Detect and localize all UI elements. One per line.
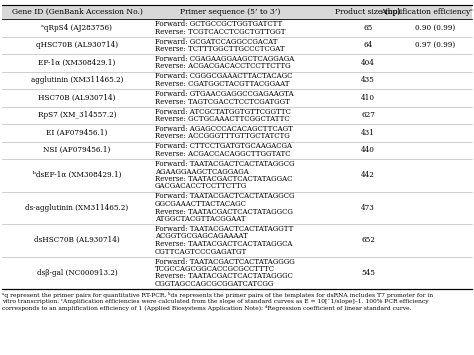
Text: 404: 404 <box>361 59 375 67</box>
Text: Forward: TAATACGACTCACTATAGGGG: Forward: TAATACGACTCACTATAGGGG <box>155 257 295 266</box>
Text: AGAAGGAAGCTCAGGAGA: AGAAGGAAGCTCAGGAGA <box>155 168 249 175</box>
Text: Forward: CGGGCGAAACTTACTACAGC: Forward: CGGGCGAAACTTACTACAGC <box>155 72 292 81</box>
Text: TCGCCAGCGGCACCGCGCCTTTC: TCGCCAGCGGCACCGCGCCTTTC <box>155 265 275 273</box>
Text: 64: 64 <box>364 41 373 49</box>
Text: ds-agglutinin (XM311465.2): ds-agglutinin (XM311465.2) <box>26 204 128 212</box>
Text: vitro transcription. ᶜAmplification efficiencies were calculated from the slope : vitro transcription. ᶜAmplification effi… <box>2 299 428 304</box>
Text: Forward: CTTCCTGATGTGCAAGACGA: Forward: CTTCCTGATGTGCAAGACGA <box>155 142 292 151</box>
Text: ᵇdsEF-1α (XM308429.1): ᵇdsEF-1α (XM308429.1) <box>33 171 121 179</box>
Text: Reverse: TAATACGACTCACTATAGGGC: Reverse: TAATACGACTCACTATAGGGC <box>155 273 293 280</box>
Text: CGTTCAGTCCCGAGATGT: CGTTCAGTCCCGAGATGT <box>155 247 247 256</box>
Text: Reverse: TAATACGACTCACTATAGGAC: Reverse: TAATACGACTCACTATAGGAC <box>155 175 292 183</box>
Text: 652: 652 <box>361 236 375 244</box>
Text: Forward: AGAGCCCACACAGCTTCAGT: Forward: AGAGCCCACACAGCTTCAGT <box>155 125 293 133</box>
Text: HSC70B (AL930714): HSC70B (AL930714) <box>38 94 116 102</box>
Text: GACGACACCTCCTTCTTG: GACGACACCTCCTTCTTG <box>155 182 247 191</box>
Text: 65: 65 <box>364 24 373 32</box>
Text: 440: 440 <box>361 146 375 154</box>
Text: dsHSC70B (AL930714): dsHSC70B (AL930714) <box>34 236 120 244</box>
Text: Reverse: GCTGCAAACTTCGGCTATTC: Reverse: GCTGCAAACTTCGGCTATTC <box>155 115 290 123</box>
Text: Amplification efficiencyᶜ (Rᵈ): Amplification efficiencyᶜ (Rᵈ) <box>380 8 474 16</box>
Text: 473: 473 <box>361 204 375 212</box>
Text: 545: 545 <box>361 269 375 277</box>
Text: Reverse: ACCGGGTTTGTTGCTATCTG: Reverse: ACCGGGTTTGTTGCTATCTG <box>155 132 290 141</box>
Text: Forward: TAATACGACTCACTATAGGCG: Forward: TAATACGACTCACTATAGGCG <box>155 192 294 201</box>
Text: GGCGAAACTTACTACAGC: GGCGAAACTTACTACAGC <box>155 200 247 208</box>
Text: Forward: ATCGCTATGGTGTTCGGTTC: Forward: ATCGCTATGGTGTTCGGTTC <box>155 108 291 115</box>
Bar <box>2 5 472 19</box>
Text: Forward: GTGAACGAGGCCGAGAAGTA: Forward: GTGAACGAGGCCGAGAAGTA <box>155 90 293 98</box>
Text: agglutinin (XM311465.2): agglutinin (XM311465.2) <box>31 76 123 84</box>
Text: Reverse: CGATGGCTACGTTACGGAAT: Reverse: CGATGGCTACGTTACGGAAT <box>155 80 290 88</box>
Text: ᵃqRpS4 (AJ283756): ᵃqRpS4 (AJ283756) <box>42 24 112 32</box>
Text: ACGGTGCGAGCAGAAAAT: ACGGTGCGAGCAGAAAAT <box>155 233 248 240</box>
Text: Primer sequence (5’ to 3’): Primer sequence (5’ to 3’) <box>180 8 280 16</box>
Text: ᵃq represent the primer pairs for quantitative RT-PCR, ᵇds represents the primer: ᵃq represent the primer pairs for quanti… <box>2 292 433 298</box>
Text: Reverse: ACGACGACACCTCCTTCTTG: Reverse: ACGACGACACCTCCTTCTTG <box>155 62 291 71</box>
Text: dsβ-gal (NC000913.2): dsβ-gal (NC000913.2) <box>36 269 118 277</box>
Text: Forward: CGAGAAGGAAGCTCAGGAGA: Forward: CGAGAAGGAAGCTCAGGAGA <box>155 55 294 63</box>
Text: 435: 435 <box>361 76 375 84</box>
Text: RpS7 (XM_314557.2): RpS7 (XM_314557.2) <box>38 111 116 119</box>
Text: qHSC70B (AL930714): qHSC70B (AL930714) <box>36 41 118 49</box>
Text: Reverse: TCGTCACCTCGCTGTTGGT: Reverse: TCGTCACCTCGCTGTTGGT <box>155 27 285 36</box>
Text: Forward: GCGATCCAGGCCGACAT: Forward: GCGATCCAGGCCGACAT <box>155 38 277 45</box>
Text: ATGGCTACGTTACGGAAT: ATGGCTACGTTACGGAAT <box>155 215 246 223</box>
Text: CGGTAGCCAGCGCGGATCATCGG: CGGTAGCCAGCGCGGATCATCGG <box>155 280 274 288</box>
Text: 0.90 (0.99): 0.90 (0.99) <box>415 24 455 32</box>
Text: 0.97 (0.99): 0.97 (0.99) <box>415 41 455 49</box>
Text: EF-1α (XM308429.1): EF-1α (XM308429.1) <box>38 59 116 67</box>
Text: 410: 410 <box>361 94 375 102</box>
Text: 442: 442 <box>361 171 375 179</box>
Text: NSI (AF079456.1): NSI (AF079456.1) <box>43 146 111 154</box>
Text: 431: 431 <box>361 129 375 137</box>
Text: 627: 627 <box>361 111 375 119</box>
Text: Reverse: TCTTTGGCTTGCCCTCGAT: Reverse: TCTTTGGCTTGCCCTCGAT <box>155 45 284 53</box>
Text: Reverse: TAATACGACTCACTATAGGCA: Reverse: TAATACGACTCACTATAGGCA <box>155 240 292 248</box>
Text: Forward: TAATACGACTCACTATAGGTT: Forward: TAATACGACTCACTATAGGTT <box>155 225 293 233</box>
Text: Forward: TAATACGACTCACTATAGGCG: Forward: TAATACGACTCACTATAGGCG <box>155 160 294 168</box>
Text: Reverse: ACGACCACAGGCTTGGTATC: Reverse: ACGACCACAGGCTTGGTATC <box>155 150 291 158</box>
Text: Forward: GCTGCCGCTGGTGATCTT: Forward: GCTGCCGCTGGTGATCTT <box>155 20 282 28</box>
Text: Gene ID (GenBank Accession No.): Gene ID (GenBank Accession No.) <box>11 8 143 16</box>
Text: Product size (bp): Product size (bp) <box>335 8 401 16</box>
Text: corresponds to an amplification efficiency of 1 (Applied Biosystems Application : corresponds to an amplification efficien… <box>2 305 411 311</box>
Text: Reverse: TAGTCGACCTCCTCGATGGT: Reverse: TAGTCGACCTCCTCGATGGT <box>155 98 290 105</box>
Text: Reverse: TAATACGACTCACTATAGGCG: Reverse: TAATACGACTCACTATAGGCG <box>155 208 293 215</box>
Text: EI (AF079456.1): EI (AF079456.1) <box>46 129 108 137</box>
